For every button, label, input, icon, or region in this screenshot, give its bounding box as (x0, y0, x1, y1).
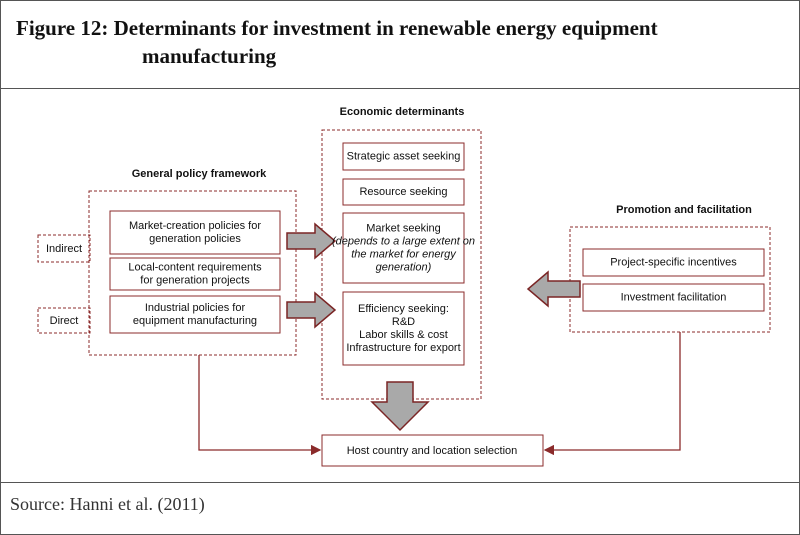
box-text: Market seeking (366, 222, 441, 234)
box (342, 142, 465, 171)
block-arrows (286, 222, 581, 432)
side-label: Direct (50, 315, 79, 327)
box-text: the market for energy (351, 248, 457, 260)
divider (0, 88, 800, 89)
group-heading: Economic determinants (340, 106, 465, 118)
box-text: equipment manufacturing (133, 315, 257, 327)
divider (0, 482, 800, 483)
box-text: Efficiency seeking: (358, 303, 449, 315)
figure-title: Figure 12: Determinants for investment i… (16, 16, 658, 68)
box (342, 291, 465, 366)
box (109, 210, 281, 255)
box-text: for generation projects (140, 274, 250, 286)
box-text: (depends to a large extent on (332, 235, 475, 247)
box-text: Project-specific incentives (610, 256, 737, 268)
box-text: Strategic asset seeking (347, 150, 461, 162)
box-text: Infrastructure for export (346, 342, 460, 354)
box (109, 295, 281, 334)
box-text: Resource seeking (359, 186, 447, 198)
box-text: Local-content requirements (128, 261, 262, 273)
side-label: Indirect (46, 243, 82, 255)
box-text: Market-creation policies for (129, 220, 261, 232)
source-note: Source: Hanni et al. (2011) (10, 494, 205, 514)
box-text: Labor skills & cost (359, 329, 448, 341)
box (582, 283, 765, 312)
box-text: R&D (392, 316, 415, 328)
outcome-box (321, 434, 544, 467)
box (342, 212, 465, 284)
box-text: Investment facilitation (621, 291, 727, 303)
box-text: generation policies (149, 233, 241, 245)
box (582, 248, 765, 277)
group-heading: General policy framework (132, 168, 267, 180)
box-text: generation) (376, 261, 432, 273)
group-heading: Promotion and facilitation (616, 204, 752, 216)
outcome-text: Host country and location selection (347, 445, 518, 457)
connectors (198, 332, 681, 456)
box-text: Industrial policies for (145, 302, 246, 314)
box (109, 257, 281, 291)
box (342, 178, 465, 206)
